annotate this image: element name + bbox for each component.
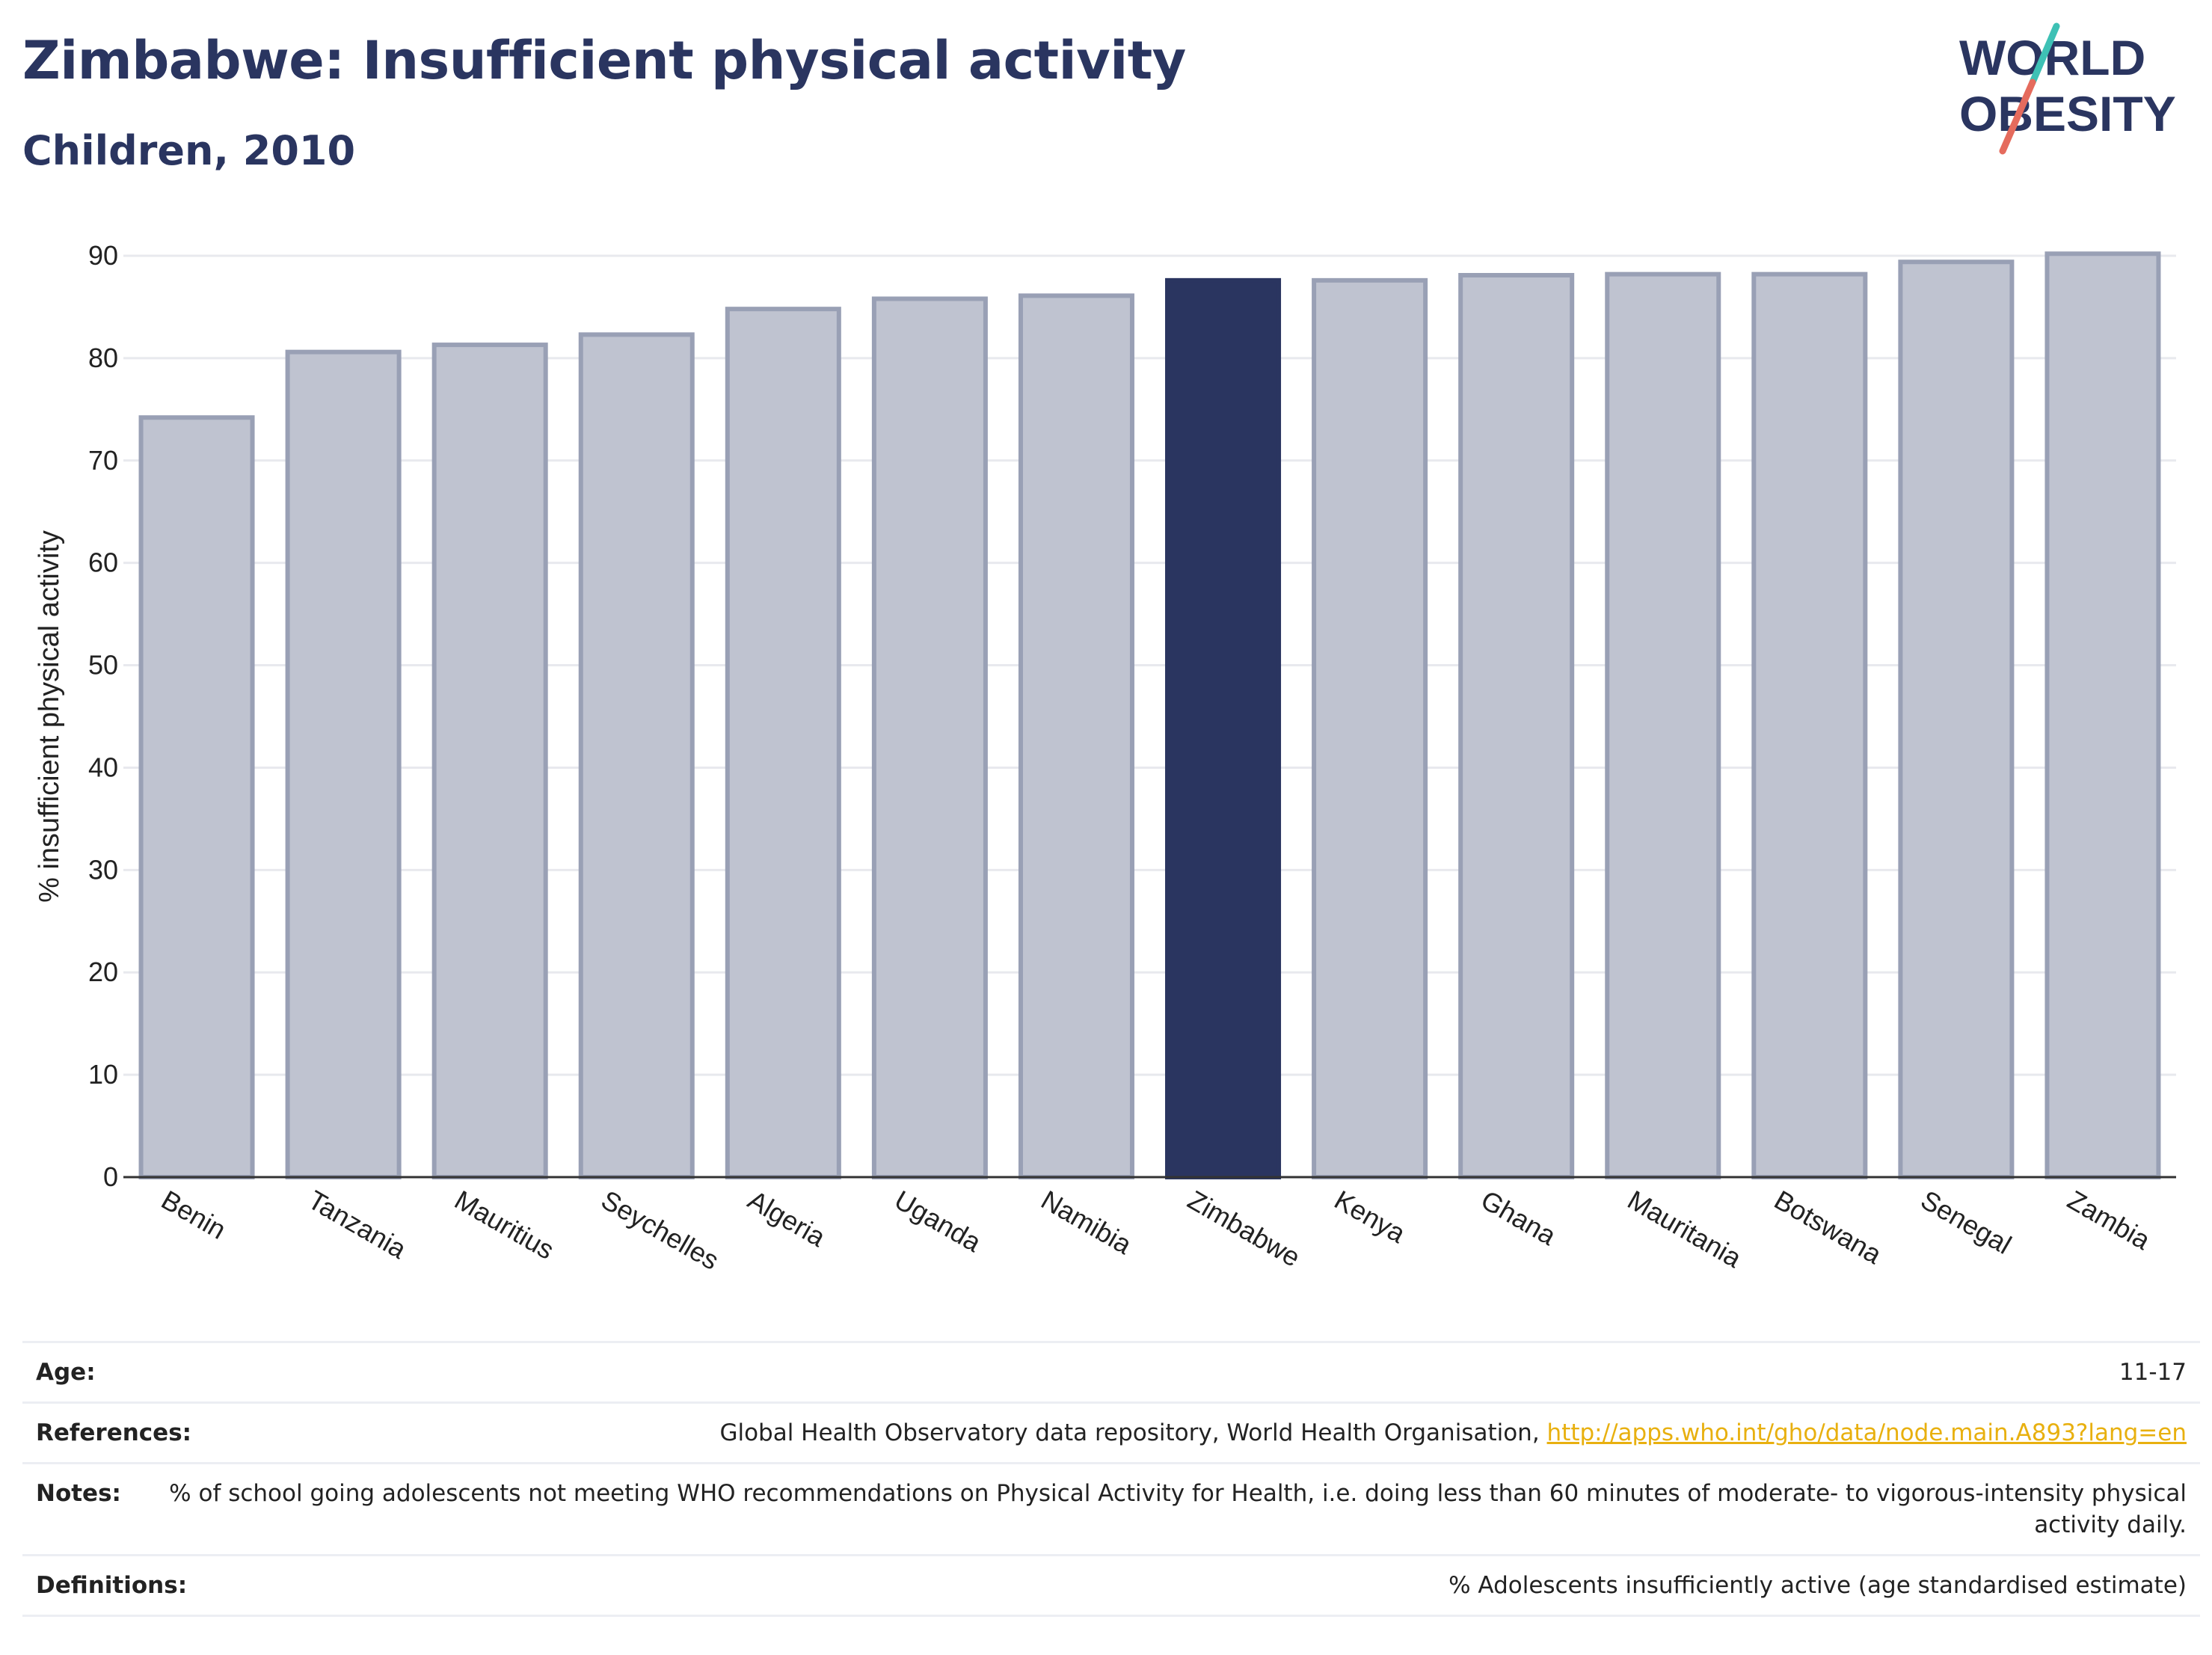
bar-namibia	[1018, 293, 1134, 1179]
definitions-value: % Adolescents insufficiently active (age…	[1448, 1572, 2187, 1599]
bar-algeria	[725, 307, 841, 1179]
x-tick-label: Zambia	[2062, 1184, 2156, 1256]
y-tick-label: 40	[88, 752, 118, 782]
references-link[interactable]: http://apps.who.int/gho/data/node.main.A…	[1546, 1419, 2187, 1446]
world-obesity-logo: WORLD OBESITY	[1959, 22, 2176, 155]
bar-senegal	[1898, 260, 2015, 1179]
x-tick-label: Botswana	[1769, 1184, 1887, 1270]
x-tick-label: Namibia	[1036, 1184, 1137, 1260]
y-tick-label: 30	[88, 854, 118, 885]
bar-ghana	[1458, 273, 1575, 1179]
x-tick-label: Mauritius	[449, 1184, 559, 1265]
bar-uganda	[871, 296, 988, 1180]
bar-botswana	[1751, 271, 1868, 1179]
x-tick-label: Kenya	[1330, 1184, 1412, 1249]
bar-seychelles	[578, 332, 695, 1180]
chart-title: Zimbabwe: Insufficient physical activity	[22, 30, 1186, 91]
notes-row: Notes: % of school going adolescents not…	[22, 1464, 2200, 1556]
bar-chart: 0 10 20 30 40 50 60 70 80 90 Benin Tanzania Mauriti…	[34, 240, 2176, 1276]
x-tick-label: Seychelles	[596, 1184, 724, 1276]
bar-zimbabwe	[1165, 277, 1282, 1179]
x-tick-label: Senegal	[1916, 1184, 2017, 1260]
x-tick-label: Benin	[156, 1184, 231, 1245]
grid-lines	[123, 254, 2176, 1076]
age-value: 11-17	[2119, 1359, 2187, 1386]
age-label: Age:	[36, 1359, 96, 1386]
notes-label: Notes:	[36, 1480, 121, 1507]
chart-subtitle: Children, 2010	[22, 127, 356, 174]
bar-tanzania	[285, 349, 402, 1180]
y-tick-label: 50	[88, 650, 118, 681]
y-tick-labels: 0 10 20 30 40 50 60 70 80 90	[88, 240, 118, 1192]
y-tick-label: 60	[88, 547, 118, 578]
references-value: Global Health Observatory data repositor…	[191, 1417, 2187, 1449]
bar-mauritius	[431, 343, 548, 1179]
x-tick-label: Ghana	[1476, 1184, 1562, 1251]
bar-mauritania	[1605, 271, 1721, 1179]
y-tick-label: 10	[88, 1059, 118, 1090]
x-tick-label: Uganda	[889, 1184, 987, 1258]
bar-zambia	[2044, 251, 2161, 1179]
definitions-row: Definitions: % Adolescents insufficientl…	[22, 1556, 2200, 1617]
logo-slash-bottom	[1999, 79, 2036, 155]
y-tick-label: 0	[103, 1161, 118, 1192]
definitions-label: Definitions:	[36, 1572, 188, 1599]
logo-word-obesity: OBESITY	[1959, 86, 2176, 141]
bars	[138, 251, 2161, 1180]
notes-value: % of school going adolescents not meetin…	[169, 1480, 2187, 1538]
references-text: Global Health Observatory data repositor…	[719, 1419, 1547, 1446]
x-tick-labels: Benin Tanzania Mauritius Seychelles Algeria U…	[156, 1184, 2156, 1276]
bar-benin	[138, 415, 255, 1179]
y-tick-label: 20	[88, 957, 118, 987]
y-tick-label: 70	[88, 445, 118, 476]
references-row: References: Global Health Observatory da…	[22, 1404, 2200, 1464]
y-tick-label: 90	[88, 240, 118, 271]
logo-slash-top	[2029, 22, 2060, 86]
bar-kenya	[1312, 277, 1428, 1179]
x-tick-label: Mauritania	[1623, 1184, 1748, 1274]
x-tick-label: Tanzania	[303, 1184, 412, 1265]
references-label: References:	[36, 1419, 192, 1446]
y-axis-label: % insufficient physical activity	[34, 530, 65, 903]
x-tick-label: Zimbabwe	[1183, 1184, 1306, 1273]
metadata-table: Age: 11-17 References: Global Health Obs…	[22, 1341, 2200, 1617]
age-row: Age: 11-17	[22, 1343, 2200, 1404]
x-tick-label: Algeria	[743, 1184, 831, 1253]
y-tick-label: 80	[88, 343, 118, 373]
